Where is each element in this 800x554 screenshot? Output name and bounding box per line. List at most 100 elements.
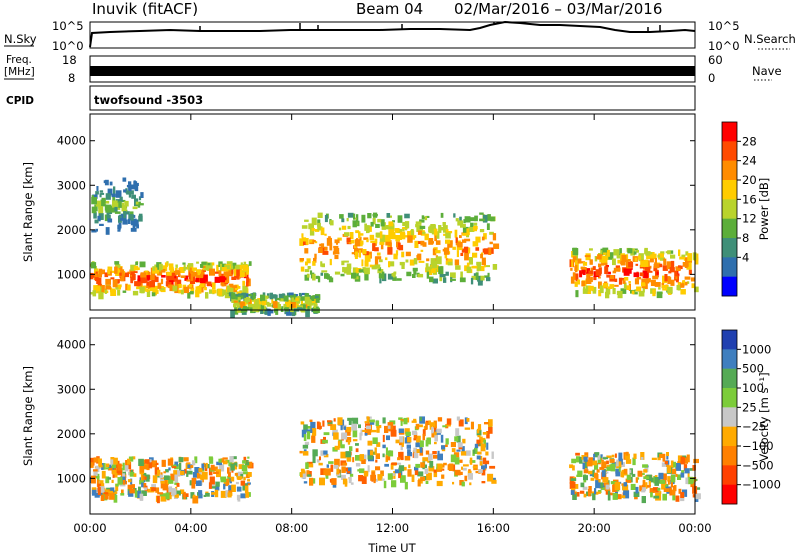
- power-echo-cell: [122, 290, 127, 293]
- velocity-echo-cell: [607, 490, 610, 496]
- power-echo-cell: [454, 259, 460, 266]
- power-echo-cell: [346, 218, 349, 222]
- velocity-echo-cell: [413, 438, 418, 441]
- velocity-echo-cell: [183, 491, 186, 500]
- power-echo-cell: [305, 302, 309, 308]
- power-echo-cell: [239, 270, 245, 277]
- power-echo-cell: [597, 254, 603, 260]
- power-echo-cell: [223, 283, 227, 287]
- power-echo-cell: [601, 255, 608, 264]
- velocity-echo-cell: [209, 457, 214, 464]
- power-echo-cell: [379, 278, 382, 284]
- velocity-echo-cell: [616, 461, 622, 469]
- power-echo-cell: [190, 273, 193, 281]
- power-echo-cell: [195, 289, 200, 298]
- velocity-echo-cell: [446, 418, 452, 425]
- velocity-echo-cell: [363, 471, 369, 477]
- power-echo-cell: [407, 231, 411, 237]
- power-echo-cell: [688, 269, 692, 275]
- nave-tick-top: 60: [708, 53, 723, 67]
- velocity-echo-cell: [434, 441, 437, 445]
- velocity-echo-cell: [107, 466, 113, 471]
- power-echo-cell: [304, 274, 310, 281]
- freq-panel: Freq. [MHz] 18 8 60 0 Nave: [4, 53, 782, 85]
- velocity-colorbar-segment: [722, 426, 737, 447]
- velocity-echo-cell: [642, 480, 646, 487]
- power-echo-cell: [581, 280, 586, 287]
- velocity-echo-cell: [670, 481, 673, 488]
- power-echo-cell: [370, 240, 375, 243]
- power-echo-cell: [327, 274, 330, 280]
- power-echo-cell: [592, 290, 597, 294]
- power-echo-cell: [476, 264, 480, 272]
- power-echo-cell: [402, 227, 405, 232]
- power-echo-cell: [625, 254, 629, 260]
- velocity-echo-cell: [382, 453, 385, 458]
- power-echo-cell: [151, 291, 156, 297]
- power-echo-cell: [637, 255, 641, 260]
- velocity-echo-cell: [100, 494, 105, 501]
- power-echo-cell: [388, 221, 394, 227]
- power-echo-cell: [414, 240, 419, 248]
- power-echo-cell: [580, 261, 586, 264]
- freq-tick-bottom: 8: [68, 71, 75, 85]
- velocity-echo-cell: [243, 456, 247, 464]
- power-echo-cell: [604, 266, 609, 274]
- velocity-echo-cell: [456, 435, 461, 443]
- velocity-echo-cell: [103, 492, 109, 495]
- velocity-echo-cell: [599, 457, 604, 462]
- velocity-echo-cell: [304, 441, 310, 445]
- power-echo-cell: [479, 275, 485, 281]
- velocity-echo-cell: [590, 477, 595, 481]
- power-echo-cell: [195, 269, 202, 274]
- power-echo-cell: [265, 295, 269, 299]
- power-echo-cell: [435, 250, 441, 254]
- velocity-echo-cell: [623, 468, 628, 474]
- power-echo-cell: [615, 265, 620, 270]
- power-echo-cell: [196, 261, 199, 264]
- velocity-echo-cell: [458, 419, 464, 427]
- power-echo-cell: [426, 266, 432, 270]
- power-echo-cell: [301, 233, 304, 238]
- velocity-echo-cell: [348, 477, 352, 484]
- power-echo-cell: [424, 216, 428, 221]
- velocity-echo-cell: [139, 479, 144, 485]
- velocity-echo-cell: [382, 434, 385, 443]
- velocity-echo-cell: [682, 456, 688, 464]
- power-echo-cell: [607, 286, 612, 289]
- power-echo-cell: [249, 303, 255, 307]
- power-echo-cell: [328, 277, 334, 283]
- velocity-echo-cell: [680, 456, 685, 465]
- velocity-echo-cell: [682, 455, 687, 458]
- velocity-echo-cell: [683, 464, 688, 471]
- power-echo-cell: [282, 293, 285, 297]
- velocity-echo-cell: [462, 438, 466, 444]
- power-echo-cell: [664, 274, 668, 282]
- power-echo-cell: [478, 264, 482, 271]
- power-echo-cell: [127, 271, 132, 275]
- power-echo-cell: [135, 261, 138, 266]
- velocity-echo-cell: [654, 477, 661, 484]
- power-echo-cell: [212, 271, 219, 274]
- power-echo-cell: [371, 266, 377, 270]
- velocity-echo-cell: [333, 418, 336, 422]
- velocity-echo-cell: [659, 453, 664, 458]
- power-echo-cell: [679, 256, 685, 260]
- velocity-echo-cell: [350, 482, 354, 485]
- power-echo-cell: [98, 268, 103, 275]
- power-echo-cell: [115, 264, 121, 268]
- power-echo-cell: [199, 278, 206, 284]
- power-echo-cell: [318, 226, 323, 230]
- velocity-echo-cell: [111, 464, 117, 469]
- power-echo-cell: [219, 263, 222, 271]
- power-echo-cell: [388, 242, 392, 250]
- velocity-echo-cell: [128, 456, 134, 462]
- velocity-echo-cell: [359, 432, 362, 441]
- velocity-echo-cell: [385, 447, 388, 456]
- velocity-echo-cell: [171, 488, 177, 495]
- velocity-echo-cell: [162, 484, 169, 491]
- power-echo-cell: [311, 296, 315, 301]
- power-echo-cell: [392, 276, 397, 281]
